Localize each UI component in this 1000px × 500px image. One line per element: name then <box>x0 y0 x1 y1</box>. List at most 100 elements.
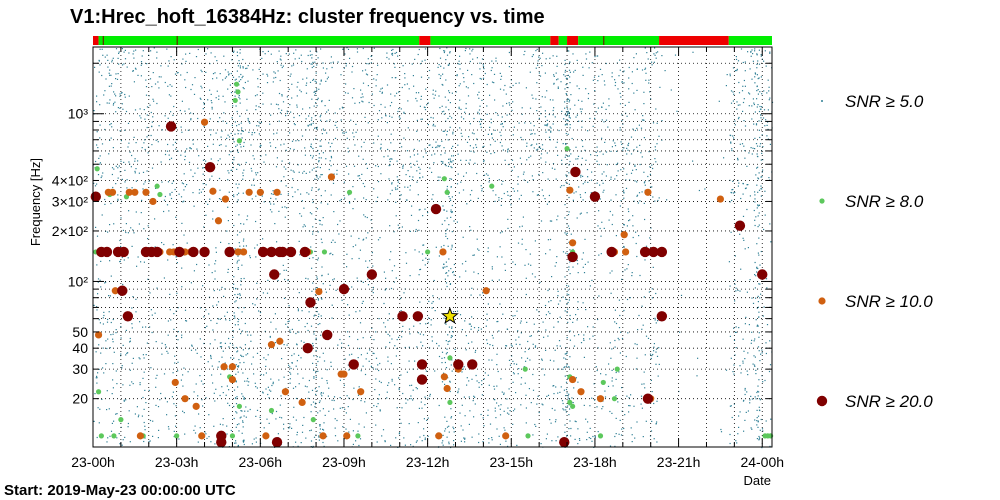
snr5-dot <box>507 218 509 220</box>
snr5-dot <box>222 95 224 97</box>
snr5-dot <box>161 353 163 355</box>
snr5-dot <box>147 238 149 240</box>
snr5-dot <box>279 404 281 406</box>
snr5-dot <box>167 426 170 428</box>
snr5-dot <box>423 434 425 437</box>
snr5-dot <box>530 155 532 157</box>
snr5-dot <box>644 181 646 183</box>
snr5-dot <box>761 152 763 154</box>
point-snr-8 <box>174 433 180 439</box>
snr5-dot <box>139 115 141 117</box>
snr5-dot <box>582 66 584 68</box>
snr5-dot <box>143 371 145 373</box>
snr5-dot <box>627 332 629 334</box>
snr5-dot <box>112 104 114 106</box>
snr5-dot <box>602 191 604 193</box>
snr5-dot <box>744 70 746 72</box>
snr5-dot <box>760 353 762 355</box>
snr5-dot <box>614 145 617 147</box>
snr5-dot <box>126 179 128 181</box>
snr5-dot <box>474 396 476 398</box>
snr5-dot <box>203 342 205 345</box>
snr5-dot <box>748 324 750 326</box>
snr5-dot <box>521 107 523 109</box>
snr5-dot <box>458 106 460 108</box>
snr5-dot <box>451 335 453 337</box>
snr5-dot <box>594 435 596 437</box>
snr5-dot <box>424 437 426 439</box>
snr5-dot <box>616 175 618 177</box>
snr5-dot <box>653 53 655 55</box>
snr5-dot <box>332 182 335 184</box>
snr5-dot <box>757 93 759 95</box>
snr5-dot <box>739 104 741 106</box>
snr5-dot <box>491 137 493 139</box>
snr5-dot <box>146 114 148 116</box>
snr5-dot <box>569 149 571 151</box>
snr5-dot <box>526 159 528 161</box>
snr5-dot <box>120 140 122 142</box>
point-snr-10 <box>256 188 264 196</box>
snr5-dot <box>564 353 566 355</box>
snr5-dot <box>452 133 454 135</box>
snr5-dot <box>754 274 756 276</box>
snr5-dot <box>315 337 317 339</box>
snr5-dot <box>453 444 455 446</box>
snr5-dot <box>611 72 613 74</box>
snr5-dot <box>137 160 139 162</box>
snr5-dot <box>202 167 204 169</box>
snr5-dot <box>212 73 215 75</box>
snr5-dot <box>729 73 731 75</box>
snr5-dot <box>335 121 337 123</box>
snr5-dot <box>234 91 236 93</box>
snr5-dot <box>269 201 271 203</box>
snr5-dot <box>744 389 746 391</box>
snr5-dot <box>252 303 254 305</box>
snr5-dot <box>448 443 450 445</box>
snr5-dot <box>650 357 652 360</box>
snr5-dot <box>339 108 341 110</box>
snr5-dot <box>234 294 236 296</box>
snr5-dot <box>748 92 750 94</box>
snr5-dot <box>227 220 229 222</box>
snr5-dot <box>547 129 549 131</box>
snr5-dot <box>310 145 312 147</box>
snr5-dot <box>738 81 740 84</box>
snr5-dot <box>652 353 654 356</box>
snr5-dot <box>208 264 210 266</box>
snr5-dot <box>464 111 466 113</box>
snr5-dot <box>120 245 122 248</box>
point-snr-10 <box>298 398 306 407</box>
snr5-dot <box>180 154 182 156</box>
snr5-dot <box>137 74 139 76</box>
snr5-dot <box>205 309 207 311</box>
snr5-dot <box>372 352 374 354</box>
snr5-dot <box>348 201 351 203</box>
snr5-dot <box>465 159 467 161</box>
snr5-dot <box>169 293 171 295</box>
snr5-dot <box>584 149 586 151</box>
snr5-dot <box>643 137 645 139</box>
snr5-dot <box>596 182 598 184</box>
snr5-dot <box>124 436 126 438</box>
snr5-dot <box>615 163 617 166</box>
snr5-dot <box>154 312 156 314</box>
snr5-dot <box>119 239 121 242</box>
snr5-dot <box>281 160 283 162</box>
snr5-dot <box>507 407 509 409</box>
snr5-dot <box>377 181 380 183</box>
snr5-dot <box>366 167 368 169</box>
snr5-dot <box>443 263 445 265</box>
snr5-dot <box>762 159 764 161</box>
snr5-dot <box>730 134 732 137</box>
snr5-dot <box>550 422 552 424</box>
snr5-dot <box>431 146 434 148</box>
snr5-dot <box>425 152 427 154</box>
snr5-dot <box>270 193 273 195</box>
point-snr-8 <box>600 379 606 386</box>
point-snr-8 <box>614 366 620 372</box>
snr5-dot <box>207 99 209 101</box>
snr5-dot <box>452 131 454 133</box>
snr5-dot <box>171 85 173 87</box>
snr5-dot <box>571 397 573 399</box>
